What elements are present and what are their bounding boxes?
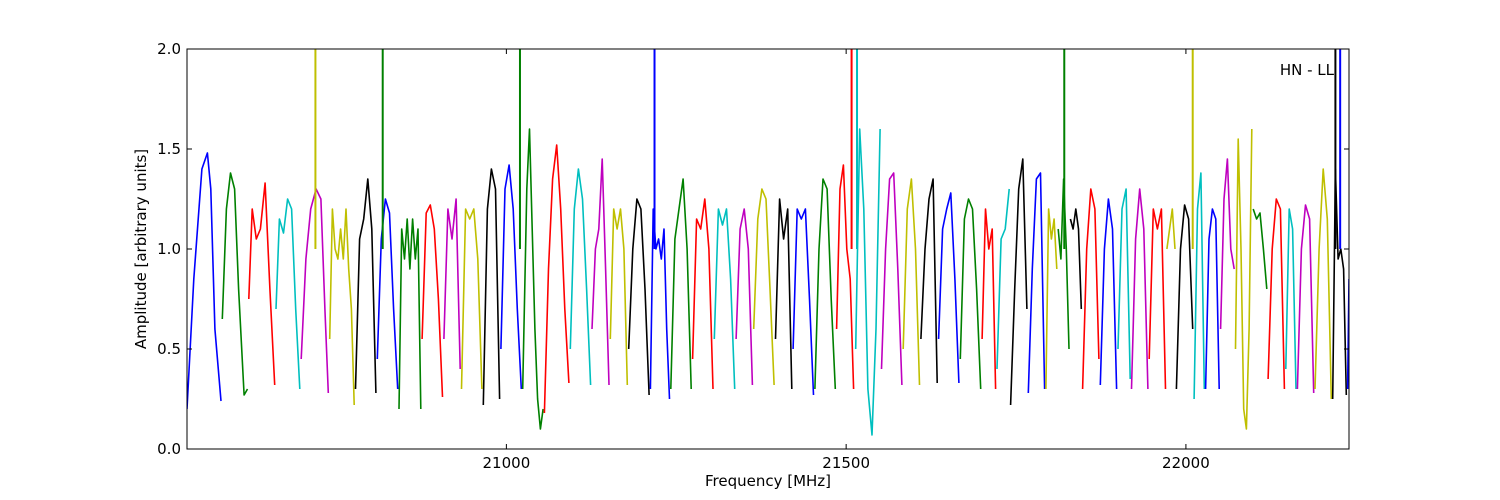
spectrum-window-38 — [996, 188, 1010, 370]
spectrum-window-23 — [691, 198, 714, 390]
spectrum-window-17 — [569, 168, 592, 386]
spectrum-window-9 — [398, 218, 422, 410]
x-tick-label: 22000 — [1162, 454, 1210, 472]
spectrum-window-22 — [670, 178, 692, 390]
y-tick-label: 1.0 — [157, 240, 181, 258]
spectrum-window-59 — [1314, 168, 1333, 400]
spectrum-window-1 — [187, 152, 222, 410]
y-tick-label: 0.0 — [157, 440, 181, 458]
spectrum-window-47 — [1130, 188, 1149, 390]
spectrum-window-4 — [275, 198, 301, 390]
spectrum-window-19 — [609, 208, 629, 386]
spectrum-window-35 — [937, 192, 960, 384]
panel-annotation: HN - LL — [1280, 61, 1335, 79]
y-axis-label: Amplitude [arbitrary units] — [132, 149, 150, 349]
spectrum-window-49 — [1166, 208, 1176, 250]
spectrum-window-52 — [1204, 208, 1220, 390]
spectrum-window-46 — [1117, 188, 1131, 380]
spectrum-window-54 — [1234, 128, 1253, 430]
spectrum-window-8 — [376, 198, 399, 390]
spectrum-window-28 — [792, 208, 815, 396]
y-tick-label: 1.5 — [157, 140, 181, 158]
spectrum-window-3 — [248, 182, 276, 386]
spectrum-window-55 — [1252, 208, 1268, 290]
spectrum-window-50 — [1175, 204, 1194, 390]
spectrum-window-11 — [443, 198, 461, 370]
spectrum-window-51 — [1193, 172, 1206, 400]
spectrum-window-20 — [627, 198, 650, 396]
y-tick-label: 2.0 — [157, 40, 181, 58]
y-axis-ticks: 0.0 0.5 1.0 1.5 2.0 — [157, 40, 1349, 458]
spectrum-window-56 — [1267, 198, 1286, 390]
spectrum-window-18 — [591, 158, 610, 386]
spectrum-window-14 — [500, 164, 523, 390]
x-axis-ticks: 21000 21500 22000 — [483, 49, 1210, 472]
spectrum-window-37 — [981, 208, 997, 390]
spectrum-window-31 — [854, 128, 881, 436]
spectrum-window-13 — [482, 168, 501, 406]
spectrum-window-32 — [880, 172, 903, 386]
spectrum-window-26 — [752, 188, 775, 386]
x-tick-label: 21500 — [822, 454, 870, 472]
spectrum-window-53 — [1219, 158, 1235, 330]
x-tick-label: 21000 — [483, 454, 531, 472]
x-axis-label: Frequency [MHz] — [705, 472, 831, 490]
spectrum-window-45 — [1099, 198, 1118, 390]
spectrum-window-34 — [920, 178, 938, 384]
spectrum-window-15 — [521, 128, 544, 430]
spectrum-window-12 — [460, 208, 483, 390]
spectrum-window-58 — [1296, 204, 1315, 394]
spectrum-window-41 — [1045, 208, 1058, 390]
spectrum-window-24 — [713, 208, 736, 390]
spectrum-window-57 — [1285, 208, 1297, 390]
spectrum-window-2 — [221, 172, 249, 396]
spectrum-window-36 — [959, 198, 982, 390]
spectrum-window-33 — [902, 178, 921, 386]
series-layer — [187, 49, 1349, 436]
spectrum-window-29 — [814, 178, 837, 390]
spectrum-window-43 — [1069, 208, 1083, 310]
spectrum-window-39 — [1009, 158, 1028, 406]
spectrum-window-44 — [1081, 188, 1100, 390]
spectrum-window-30 — [835, 164, 855, 390]
spectrum-window-6 — [328, 208, 355, 406]
spectrum-window-16 — [543, 144, 570, 414]
spectrum-window-48 — [1148, 208, 1167, 390]
spectrum-window-7 — [354, 178, 377, 394]
spectrum-window-10 — [421, 204, 444, 398]
spectrum-window-27 — [774, 198, 793, 390]
y-tick-label: 0.5 — [157, 340, 181, 358]
spectrum-window-25 — [735, 208, 754, 386]
spectrum-window-40 — [1027, 172, 1046, 394]
